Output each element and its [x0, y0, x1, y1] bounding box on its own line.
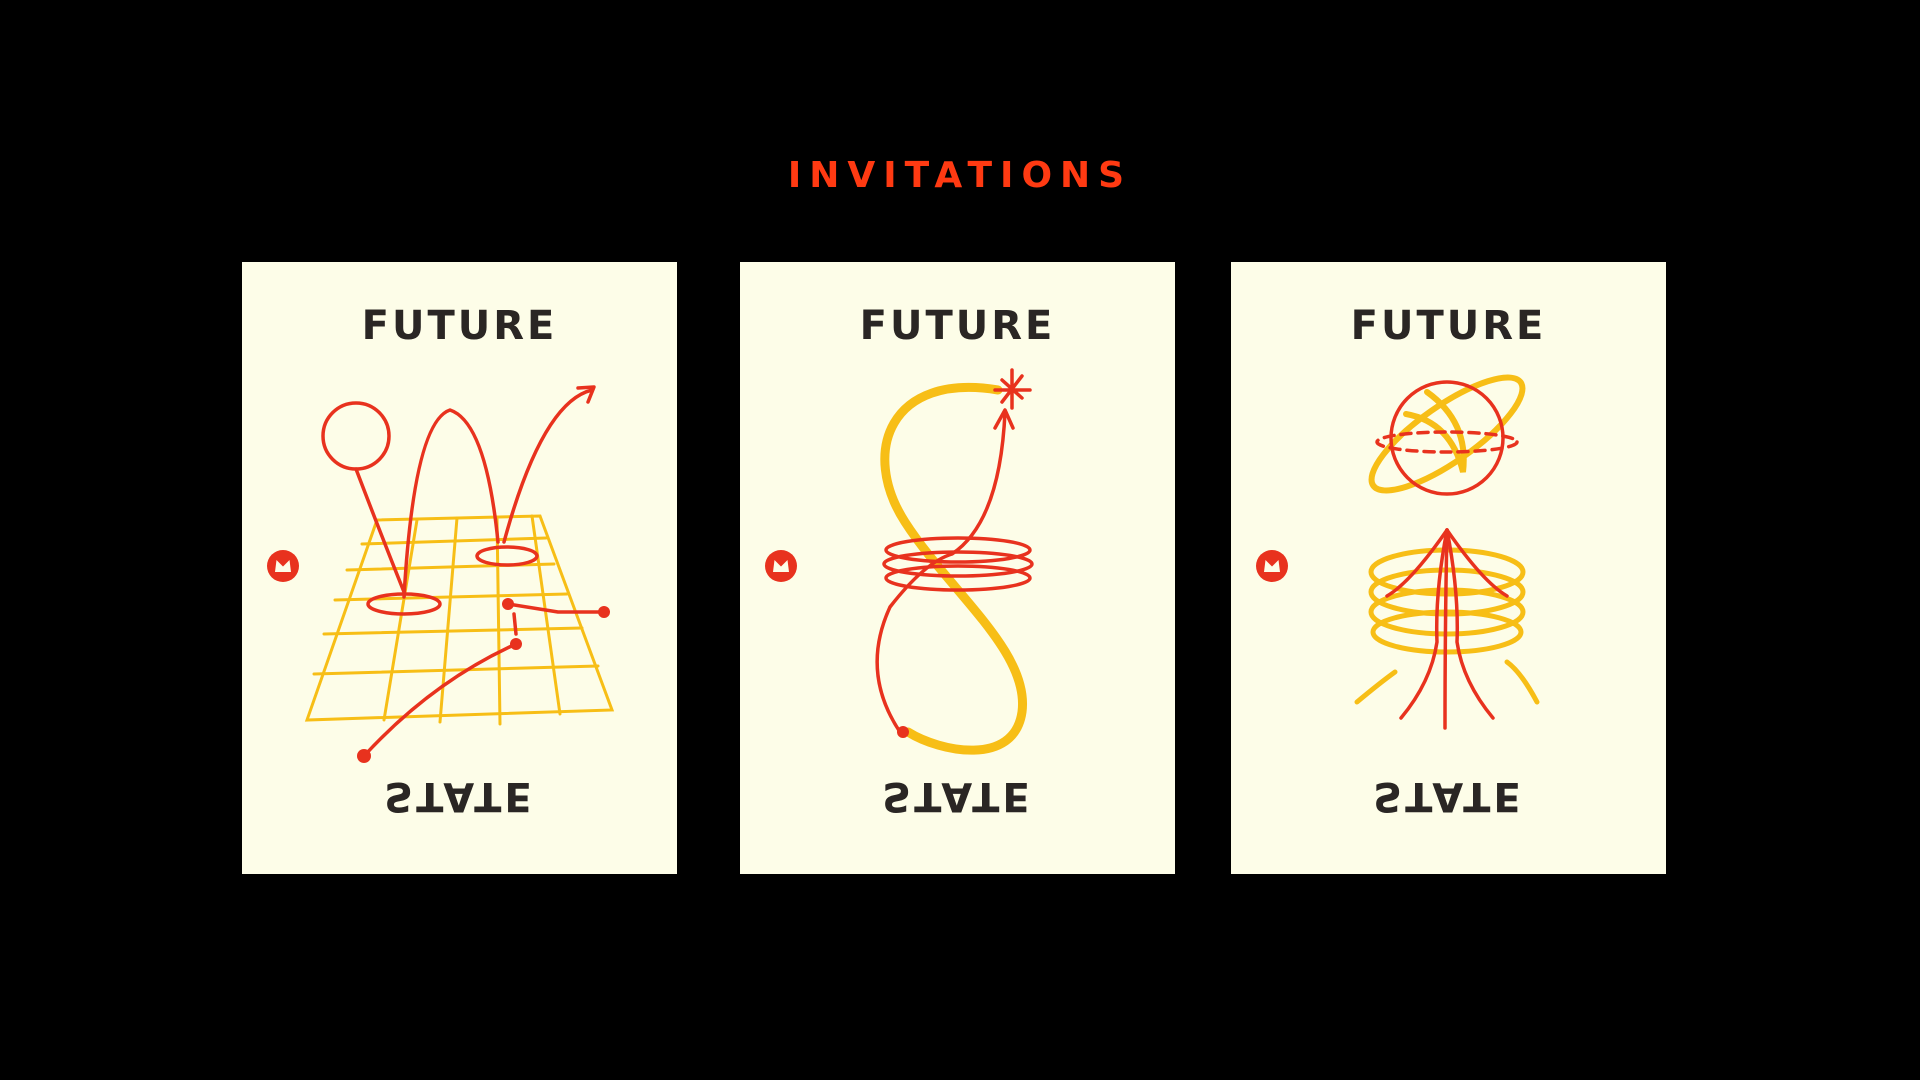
brand-logo-icon [1256, 550, 1288, 582]
card-bottom-text: STATE [384, 773, 535, 819]
invitation-card-1[interactable]: FUTURE [242, 262, 677, 874]
card-bottom-text: STATE [882, 773, 1033, 819]
figure-eight-loop-illustration-icon [875, 368, 1034, 755]
card-top-text: FUTURE [1350, 303, 1547, 349]
card-bottom-text: STATE [1373, 773, 1524, 819]
invitation-card-2[interactable]: FUTURE STATE [740, 262, 1175, 874]
invitation-card-3[interactable]: FUTURE STATE [1231, 262, 1666, 874]
brand-logo-icon [267, 550, 299, 582]
card-top-text: FUTURE [361, 303, 558, 349]
sphere-vortex-illustration-icon [1354, 374, 1540, 730]
card-top-text: FUTURE [859, 303, 1056, 349]
brand-logo-icon [765, 550, 797, 582]
page-title: INVITATIONS [787, 155, 1133, 196]
grid-hops-illustration-icon [304, 385, 615, 763]
